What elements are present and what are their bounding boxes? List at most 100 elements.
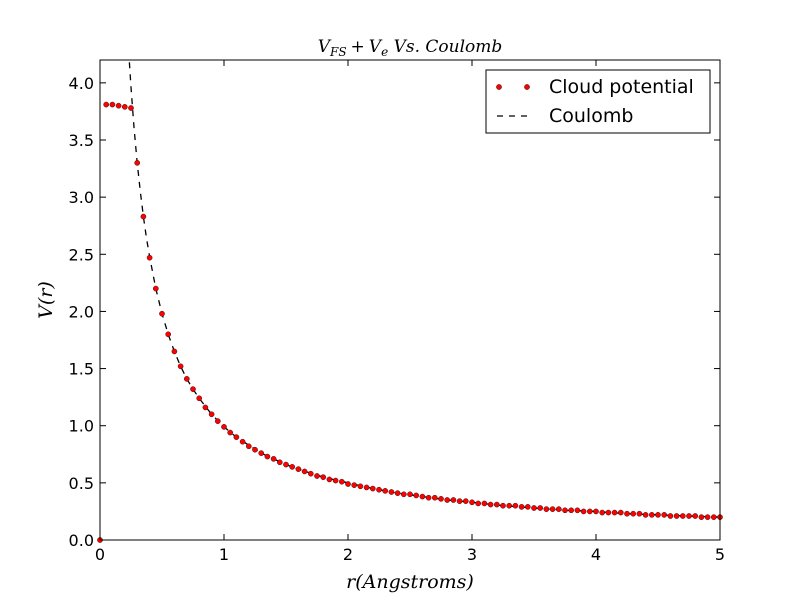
series-layer: [97, 62, 723, 543]
cloud-potential-point: [493, 501, 500, 508]
cloud-potential-point: [109, 101, 116, 108]
title-sub-e: e: [381, 45, 388, 59]
cloud-potential-point: [221, 424, 227, 430]
cloud-potential-point: [661, 512, 668, 518]
cloud-potential-point: [704, 514, 711, 520]
y-tick-label: 1.5: [69, 360, 94, 379]
cloud-potential-point: [183, 376, 190, 382]
y-tick-label: 4.0: [69, 74, 94, 93]
cloud-potential-point: [202, 404, 209, 411]
cloud-potential-point: [611, 509, 618, 516]
y-tick-label: 3.0: [69, 188, 94, 207]
cloud-potential-point: [245, 443, 252, 450]
cloud-potential-point: [252, 446, 258, 453]
cloud-potential-point: [171, 348, 178, 355]
x-tick-label: 5: [715, 545, 725, 564]
cloud-potential-point: [264, 453, 271, 460]
cloud-potential-point: [345, 481, 351, 487]
cloud-potential-point: [500, 502, 506, 509]
chart-title: VFS + Ve Vs. Coulomb: [318, 37, 503, 59]
cloud-potential-point: [574, 507, 581, 514]
legend-label-coulomb: Coulomb: [549, 105, 633, 127]
legend-label-cloud: Cloud potential: [549, 76, 694, 98]
cloud-potential-point: [314, 473, 320, 479]
cloud-potential-point: [196, 395, 202, 402]
cloud-potential-point: [177, 363, 184, 370]
cloud-potential-point: [351, 482, 358, 488]
cloud-potential-point: [369, 485, 376, 492]
cloud-potential-point: [413, 492, 420, 499]
cloud-potential-point: [673, 513, 680, 519]
y-tick-label: 3.5: [69, 131, 94, 150]
cloud-potential-point: [103, 101, 109, 108]
x-tick-label: 0: [95, 545, 105, 564]
cloud-potential-point: [630, 510, 637, 517]
y-axis-title: V(r): [35, 281, 57, 319]
cloud-potential-point: [537, 505, 544, 511]
cloud-potential-point: [214, 418, 221, 424]
cloud-potential-point: [593, 508, 599, 515]
legend: Cloud potential Coulomb: [485, 69, 711, 134]
cloud-potential-point: [450, 497, 457, 503]
cloud-potential-point: [531, 505, 537, 511]
cloud-potential-point: [190, 386, 196, 392]
cloud-potential-point: [301, 468, 308, 475]
cloud-potential-point: [487, 501, 494, 508]
cloud-potential-point: [134, 160, 140, 166]
cloud-potential-point: [146, 254, 153, 261]
cloud-potential-point: [270, 456, 277, 462]
legend-box: [485, 69, 711, 134]
cloud-potential-point: [444, 497, 451, 503]
cloud-potential-point: [481, 500, 488, 507]
cloud-potential-point: [400, 491, 407, 498]
cloud-potential-point: [332, 477, 339, 484]
cloud-potential-point: [605, 509, 612, 516]
cloud-potential-point: [438, 496, 444, 502]
plot-frame: [99, 59, 721, 541]
cloud-potential-point: [357, 483, 364, 490]
cloud-potential-point: [326, 476, 333, 483]
cloud-potential-point: [599, 509, 606, 516]
cloud-potential-point: [295, 466, 302, 472]
cloud-potential-point: [624, 510, 630, 517]
cloud-potential-point: [382, 488, 389, 494]
cloud-potential-point: [258, 450, 265, 456]
cloud-potential-point: [431, 494, 438, 501]
cloud-potential-point: [425, 494, 432, 501]
cloud-potential-point: [376, 486, 382, 493]
cloud-potential-point: [587, 508, 593, 515]
cloud-potential-point: [320, 474, 327, 480]
x-tick-label: 4: [591, 545, 601, 564]
title-v1: V: [318, 37, 332, 57]
cloud-potential-point: [462, 498, 469, 504]
cloud-potential-point: [711, 514, 717, 520]
cloud-potential-point: [636, 510, 643, 517]
cloud-potential-point: [549, 506, 556, 512]
cloud-potential-point: [686, 513, 692, 519]
title-rest: Vs. Coulomb: [388, 37, 502, 57]
cloud-potential-point: [618, 509, 624, 516]
cloud-potential-point: [388, 489, 395, 495]
cloud-potential-point: [680, 513, 686, 519]
cloud-potential-point: [469, 499, 475, 506]
cloud-potential-point: [698, 514, 705, 520]
cloud-potential-point: [276, 459, 283, 466]
y-tick-label: 0.0: [69, 531, 94, 550]
x-tick-label: 1: [219, 545, 229, 564]
cloud-potential-point: [655, 512, 661, 518]
y-tick-label: 2.5: [69, 245, 94, 264]
cloud-potential-point: [456, 498, 463, 504]
cloud-potential-point: [159, 310, 165, 317]
cloud-potential-point: [475, 500, 482, 507]
cloud-potential-point: [419, 493, 426, 500]
cloud-potential-point: [363, 484, 370, 491]
cloud-potential-point: [227, 429, 233, 436]
cloud-potential-point: [165, 331, 171, 338]
legend-marker-cloud-1: [496, 84, 502, 90]
cloud-potential-point: [283, 461, 289, 468]
cloud-potential-point: [512, 502, 519, 509]
y-tick-label: 1.0: [69, 417, 94, 436]
title-sub-fs: FS: [329, 45, 347, 59]
cloud-potential-point: [506, 502, 513, 509]
cloud-potential-point: [208, 411, 215, 418]
